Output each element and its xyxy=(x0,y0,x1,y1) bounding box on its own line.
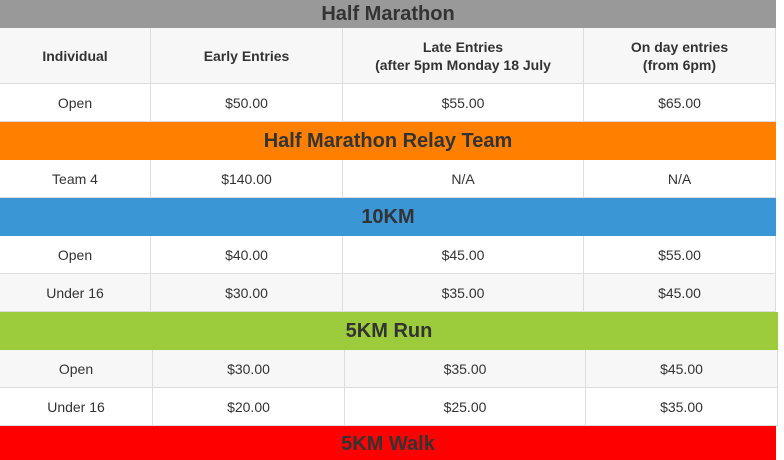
fivek-run-heading: 5KM Run xyxy=(0,312,778,350)
tenk-title: 10KM xyxy=(361,205,415,228)
relay-heading: Half Marathon Relay Team xyxy=(0,122,776,160)
cell-late-price: N/A xyxy=(343,160,584,197)
column-header-late-entries: Late Entries (after 5pm Monday 18 July xyxy=(343,28,584,83)
cell-early-price: $20.00 xyxy=(153,388,345,425)
cell-category: Team 4 xyxy=(0,160,151,197)
cell-category: Open xyxy=(0,84,151,121)
table-header-row: Individual Early Entries Late Entries (a… xyxy=(0,28,776,84)
cell-category: Open xyxy=(0,350,153,387)
half-marathon-title: Half Marathon xyxy=(321,2,455,25)
cell-category: Under 16 xyxy=(0,388,153,425)
table-row: Under 16 $30.00 $35.00 $45.00 xyxy=(0,274,776,312)
fivek-walk-title: 5KM Walk xyxy=(341,432,435,455)
cell-on-day-price: N/A xyxy=(584,160,776,197)
cell-late-price: $45.00 xyxy=(343,236,584,273)
fivek-run-title: 5KM Run xyxy=(345,319,433,342)
column-header-early-entries: Early Entries xyxy=(151,28,343,83)
cell-on-day-price: $65.00 xyxy=(584,84,776,121)
cell-on-day-price: $45.00 xyxy=(586,350,778,387)
cell-late-price: $35.00 xyxy=(345,350,586,387)
cell-category: Under 16 xyxy=(0,274,151,311)
half-marathon-heading: Half Marathon xyxy=(0,0,776,28)
tenk-heading: 10KM xyxy=(0,198,776,236)
cell-late-price: $25.00 xyxy=(345,388,586,425)
cell-on-day-price: $35.00 xyxy=(586,388,778,425)
cell-early-price: $140.00 xyxy=(151,160,343,197)
column-header-individual: Individual xyxy=(0,28,151,83)
cell-late-price: $35.00 xyxy=(343,274,584,311)
table-row: Team 4 $140.00 N/A N/A xyxy=(0,160,776,198)
cell-on-day-price: $55.00 xyxy=(584,236,776,273)
table-row: Open $30.00 $35.00 $45.00 xyxy=(0,350,778,388)
cell-late-price: $55.00 xyxy=(343,84,584,121)
cell-on-day-price: $45.00 xyxy=(584,274,776,311)
column-header-on-day-entries: On day entries (from 6pm) xyxy=(584,28,776,83)
relay-title: Half Marathon Relay Team xyxy=(263,129,513,152)
cell-early-price: $50.00 xyxy=(151,84,343,121)
fivek-walk-heading: 5KM Walk xyxy=(0,426,776,460)
cell-early-price: $30.00 xyxy=(151,274,343,311)
cell-early-price: $40.00 xyxy=(151,236,343,273)
cell-category: Open xyxy=(0,236,151,273)
table-row: Open $50.00 $55.00 $65.00 xyxy=(0,84,776,122)
cell-early-price: $30.00 xyxy=(153,350,345,387)
table-row: Open $40.00 $45.00 $55.00 xyxy=(0,236,776,274)
table-row: Under 16 $20.00 $25.00 $35.00 xyxy=(0,388,778,426)
